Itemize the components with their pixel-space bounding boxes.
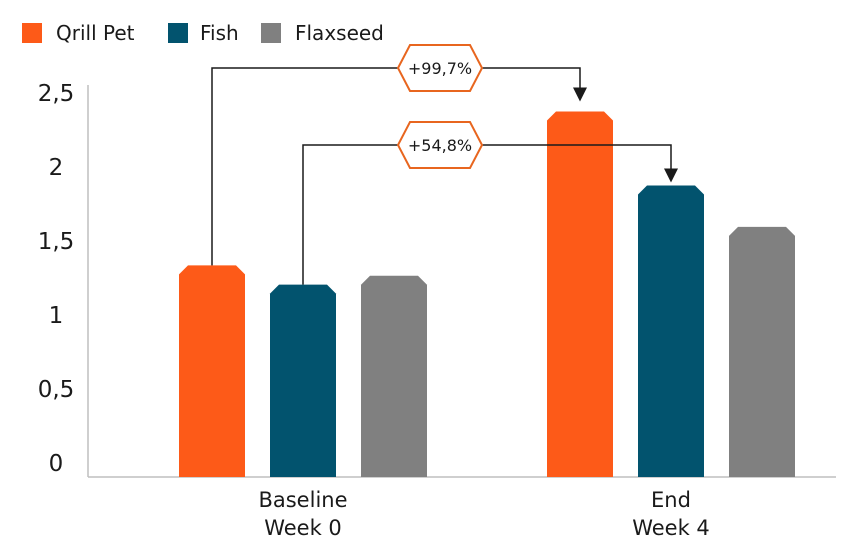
bar-flaxseed — [361, 275, 427, 477]
legend-swatch-fish — [168, 23, 188, 43]
y-tick-label: 1 — [49, 303, 64, 329]
legend-swatch-qrill-pet — [22, 23, 42, 43]
bars — [179, 111, 795, 477]
y-axis: 0 0,5 1 1,5 2 2,5 — [38, 81, 89, 477]
annotations: +99,7% +54,8% — [211, 44, 678, 285]
arrow-head — [664, 168, 678, 183]
connector-line — [211, 67, 581, 266]
connector-line — [302, 144, 672, 285]
callout-hexagon — [396, 44, 484, 92]
legend-label-fish: Fish — [200, 21, 239, 45]
bar-qrill-pet — [547, 111, 613, 477]
growth-callout: +54,8% — [302, 121, 678, 285]
bar-flaxseed — [729, 226, 795, 477]
callout-label: +54,8% — [408, 136, 472, 155]
y-tick-label: 2 — [49, 155, 64, 181]
y-tick-label: 1,5 — [38, 229, 75, 255]
callout-label: +99,7% — [408, 59, 472, 78]
legend-swatch-flaxseed — [261, 23, 281, 43]
y-tick-label: 2,5 — [38, 81, 75, 107]
bar-fish — [270, 284, 336, 477]
arrow-head — [573, 87, 587, 102]
x-tick-label: Baseline — [258, 488, 347, 512]
legend: Qrill Pet Fish Flaxseed — [22, 21, 384, 45]
legend-label-flaxseed: Flaxseed — [295, 21, 384, 45]
x-axis: Baseline Week 0 End Week 4 — [88, 476, 836, 540]
bar-qrill-pet — [179, 265, 245, 477]
y-tick-label: 0,5 — [38, 377, 75, 403]
callout-hexagon — [396, 121, 484, 169]
x-tick-label: End — [651, 488, 691, 512]
legend-label-qrill-pet: Qrill Pet — [56, 21, 135, 45]
y-tick-label: 0 — [49, 451, 64, 477]
growth-callout: +99,7% — [211, 44, 587, 266]
bar-fish — [638, 185, 704, 477]
x-tick-label: Week 4 — [632, 516, 710, 540]
x-tick-label: Week 0 — [264, 516, 342, 540]
